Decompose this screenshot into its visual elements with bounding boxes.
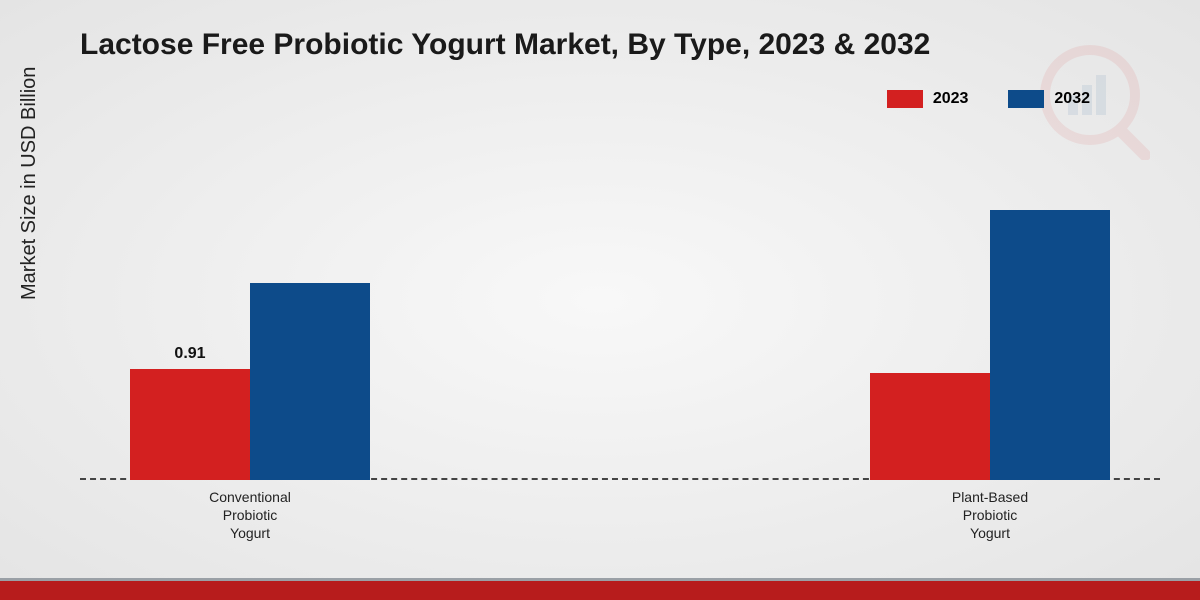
x-axis-labels: ConventionalProbioticYogurt Plant-BasedPr… bbox=[80, 480, 1160, 540]
x-axis-category-label: Plant-BasedProbioticYogurt bbox=[930, 488, 1050, 543]
legend: 2023 2032 bbox=[887, 90, 1090, 108]
legend-label-2032: 2032 bbox=[1054, 90, 1090, 108]
plot-area: 0.91 bbox=[80, 140, 1160, 480]
y-axis-label: Market Size in USD Billion bbox=[18, 67, 41, 300]
x-axis-category-label: ConventionalProbioticYogurt bbox=[190, 488, 310, 543]
legend-swatch-2023 bbox=[887, 90, 923, 108]
bar-group: 0.91 bbox=[130, 283, 370, 480]
bar-2023: 0.91 bbox=[130, 369, 250, 480]
legend-swatch-2032 bbox=[1008, 90, 1044, 108]
bar-2032 bbox=[990, 210, 1110, 480]
legend-label-2023: 2023 bbox=[933, 90, 969, 108]
legend-item-2023: 2023 bbox=[887, 90, 969, 108]
footer-band bbox=[0, 578, 1200, 600]
bar-2032 bbox=[250, 283, 370, 480]
legend-item-2032: 2032 bbox=[1008, 90, 1090, 108]
bar-group bbox=[870, 210, 1110, 480]
bar-2023 bbox=[870, 373, 990, 480]
chart-page: Lactose Free Probiotic Yogurt Market, By… bbox=[0, 0, 1200, 600]
chart-title: Lactose Free Probiotic Yogurt Market, By… bbox=[80, 28, 930, 62]
bar-value-label: 0.91 bbox=[174, 345, 205, 363]
